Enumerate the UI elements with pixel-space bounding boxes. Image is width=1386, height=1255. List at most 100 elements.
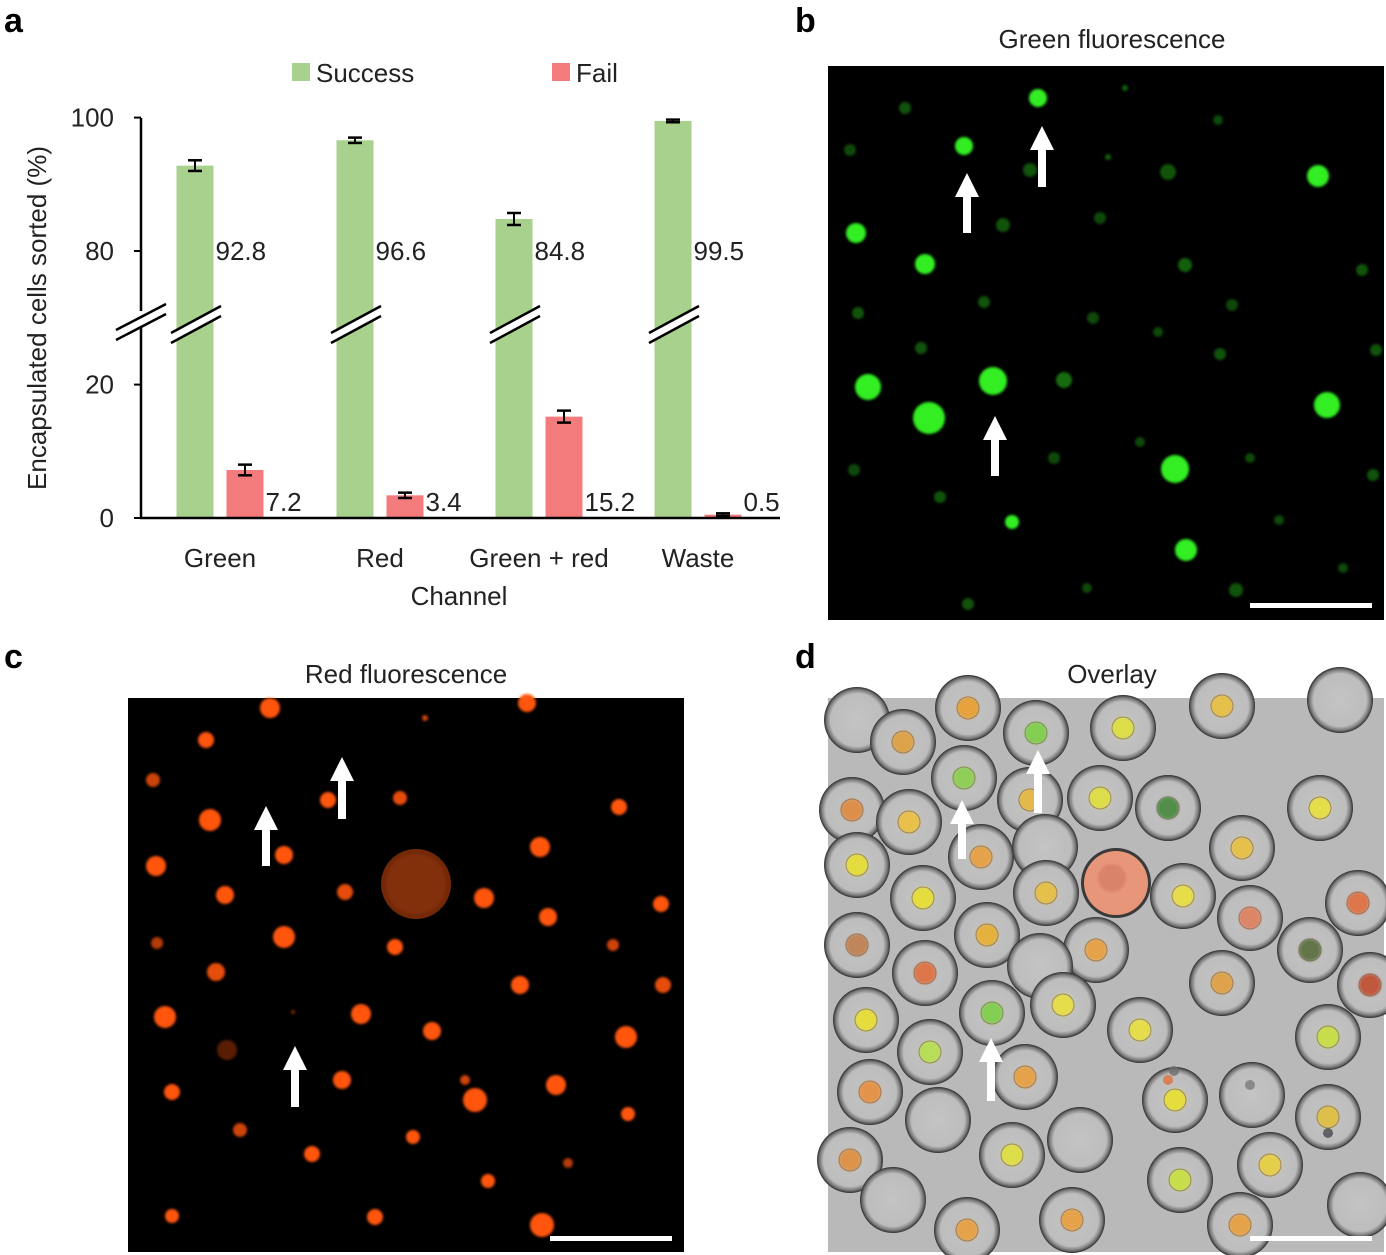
encapsulated-cell	[892, 731, 914, 753]
green-cell	[962, 598, 974, 610]
droplet	[1189, 673, 1255, 739]
legend-swatch-fail	[552, 63, 570, 81]
red-cell	[422, 715, 428, 721]
green-cell	[1367, 469, 1379, 481]
green-cell	[1370, 344, 1382, 356]
droplet	[1327, 1172, 1386, 1238]
droplet	[870, 709, 936, 775]
data-label-fail: 7.2	[266, 487, 302, 517]
overlay-image-title: Overlay	[1067, 659, 1157, 689]
red-cell	[146, 856, 166, 876]
encapsulated-cell	[1317, 1026, 1339, 1048]
droplet	[1039, 1187, 1105, 1253]
green-cell	[852, 307, 864, 319]
encapsulated-cell	[846, 934, 868, 956]
up-arrow-icon	[1026, 750, 1050, 813]
red-cell	[530, 1213, 554, 1237]
red-cell	[151, 937, 163, 949]
green-cell	[1122, 85, 1128, 91]
encapsulated-cell	[953, 767, 975, 789]
x-tick-label: Green	[184, 543, 256, 573]
green-cell	[1105, 154, 1111, 160]
encapsulated-cell	[1309, 797, 1331, 819]
large-droplet-cell	[1098, 864, 1126, 892]
legend-label-fail: Fail	[576, 58, 618, 88]
encapsulated-cell	[1259, 1154, 1281, 1176]
red-cell	[518, 694, 536, 712]
bar-fail	[386, 495, 424, 518]
red-cell	[474, 888, 494, 908]
droplet	[1337, 952, 1386, 1018]
error-bar	[188, 159, 202, 173]
droplet	[897, 1019, 963, 1085]
axis-break-mark	[648, 304, 700, 345]
droplet	[1295, 1004, 1361, 1070]
encapsulated-cell	[1211, 695, 1233, 717]
axis-break-mark	[170, 304, 222, 345]
red-image-title: Red fluorescence	[305, 659, 507, 689]
legend-label-success: Success	[316, 58, 414, 88]
panel-label-b: b	[795, 2, 816, 40]
red-cell	[320, 792, 336, 808]
droplet	[837, 1059, 903, 1125]
bar-chart: Success Fail 92.8 7.2 96.6 3.4 84.8 15.2 99.5 0…	[22, 58, 780, 611]
green-cell	[1307, 165, 1329, 187]
green-cell	[848, 464, 860, 476]
droplet	[992, 1044, 1058, 1110]
droplet	[1277, 917, 1343, 983]
droplet	[1307, 667, 1373, 733]
droplet	[1030, 972, 1096, 1038]
error-bar	[557, 409, 571, 424]
red-cell	[275, 846, 293, 864]
green-cell	[1178, 258, 1192, 272]
encapsulated-cell	[1014, 1066, 1036, 1088]
encapsulated-cell	[976, 924, 998, 946]
red-cell	[387, 939, 403, 955]
green-cell	[899, 102, 911, 114]
data-label-success: 84.8	[535, 236, 586, 266]
green-cell	[1160, 164, 1176, 180]
red-cell	[199, 809, 221, 831]
droplet	[1003, 700, 1069, 766]
bar-success	[495, 218, 533, 518]
red-cell	[351, 1004, 371, 1024]
red-fluorescence-image	[128, 694, 684, 1252]
error-bar	[507, 211, 521, 227]
droplet	[1142, 1067, 1208, 1133]
red-cell	[611, 799, 627, 815]
axis-break-mark	[489, 304, 541, 345]
red-cell	[460, 1075, 470, 1085]
droplet	[1217, 885, 1283, 951]
droplet	[1067, 765, 1133, 831]
x-axis-title: Channel	[411, 581, 508, 611]
red-cell	[164, 1084, 180, 1100]
droplet	[817, 1127, 883, 1193]
red-cell	[563, 1158, 573, 1168]
red-cell	[165, 1209, 179, 1223]
droplet	[1013, 860, 1079, 926]
green-cell	[1023, 163, 1037, 177]
droplet	[1012, 814, 1078, 880]
panel-label-a: a	[4, 2, 24, 40]
droplet	[935, 675, 1001, 741]
droplet	[1295, 1084, 1361, 1150]
green-cell	[846, 223, 866, 243]
red-cell	[291, 1010, 295, 1014]
encapsulated-cell	[841, 799, 863, 821]
droplet	[1135, 775, 1201, 841]
droplet	[934, 1197, 1000, 1255]
green-cell	[978, 296, 990, 308]
up-arrow-icon	[254, 806, 278, 866]
droplet	[979, 1122, 1045, 1188]
data-label-fail: 15.2	[585, 487, 636, 517]
droplet	[1090, 695, 1156, 761]
red-cell	[260, 698, 280, 718]
data-label-fail: 3.4	[426, 487, 462, 517]
droplet	[1047, 1107, 1113, 1173]
encapsulated-cell	[1172, 885, 1194, 907]
green-cell	[1005, 515, 1019, 529]
bar-fail	[226, 469, 264, 518]
error-bar	[716, 512, 730, 518]
green-cell	[915, 254, 935, 274]
panel-label-c: c	[4, 638, 23, 676]
